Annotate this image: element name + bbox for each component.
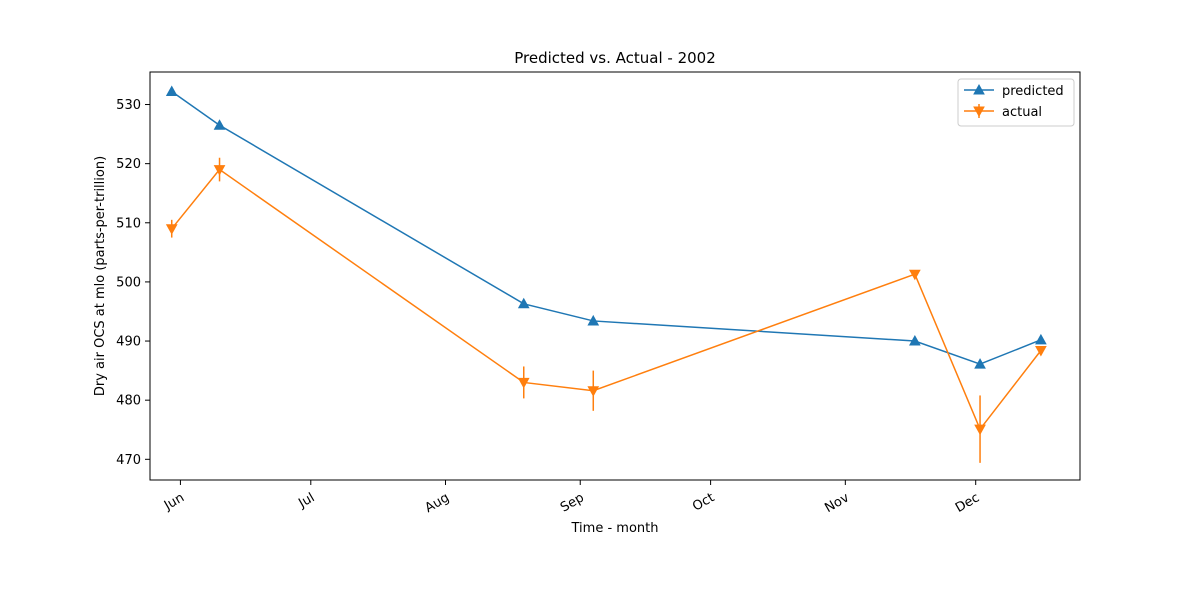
data-point [517, 297, 530, 309]
data-point [974, 358, 986, 369]
y-tick-label: 500 [116, 275, 141, 290]
data-point [974, 424, 986, 436]
plot-frame [149, 71, 1081, 481]
legend-marker-predicted [973, 83, 985, 95]
y-tick-label: 510 [116, 216, 141, 231]
data-point [165, 224, 178, 235]
data-point [213, 165, 226, 176]
series-actual [165, 157, 1047, 463]
x-tick-label: Nov [822, 490, 852, 516]
series-line-actual [171, 168, 1042, 431]
plot-area [149, 71, 1081, 481]
data-point [517, 377, 530, 389]
y-axis-label: Dry air OCS at mlo (parts-per-trillion) [93, 156, 108, 396]
data-point [1035, 346, 1047, 357]
x-axis: Jun Jul Aug Sep Oct Nov Dec [161, 480, 982, 516]
legend-label-actual: actual [1002, 105, 1042, 120]
y-tick-label: 480 [116, 394, 141, 409]
x-tick-label: Jul [295, 490, 317, 511]
chart-title: Predicted vs. Actual - 2002 [514, 49, 716, 67]
y-axis: 470 480 490 500 510 520 530 [116, 98, 150, 468]
data-point [165, 85, 178, 97]
data-point [909, 269, 921, 281]
data-point [1035, 333, 1047, 345]
x-tick-label: Sep [558, 490, 587, 515]
data-point [909, 335, 921, 346]
data-point [587, 314, 600, 326]
data-point [587, 386, 600, 397]
series-predicted [165, 85, 1047, 369]
legend-label-predicted: predicted [1002, 84, 1064, 99]
y-tick-label: 490 [116, 335, 141, 350]
data-point [213, 119, 226, 130]
x-tick-label: Jun [161, 490, 187, 514]
x-axis-label: Time - month [571, 521, 659, 536]
x-tick-label: Dec [953, 490, 982, 516]
y-tick-label: 520 [116, 157, 141, 172]
y-tick-label: 470 [116, 453, 141, 468]
legend: predicted actual [957, 78, 1075, 127]
x-tick-label: Oct [690, 490, 717, 514]
x-tick-label: Aug [423, 490, 452, 516]
series-layer [165, 85, 1047, 463]
y-tick-label: 530 [116, 98, 141, 113]
